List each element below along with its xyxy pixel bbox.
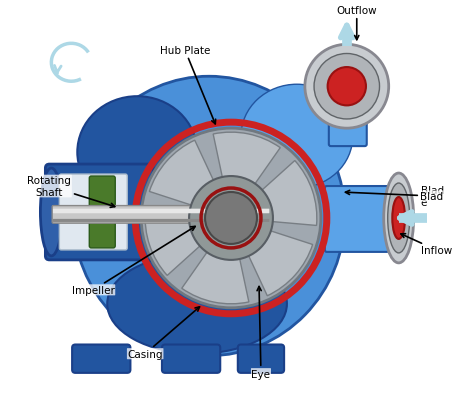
FancyBboxPatch shape xyxy=(52,206,270,224)
Circle shape xyxy=(189,176,273,260)
Ellipse shape xyxy=(107,254,287,354)
Text: Casing: Casing xyxy=(128,307,200,359)
Circle shape xyxy=(141,129,321,308)
FancyBboxPatch shape xyxy=(72,344,130,373)
Circle shape xyxy=(74,208,84,217)
Circle shape xyxy=(314,55,380,119)
Circle shape xyxy=(328,68,366,106)
Text: Eye: Eye xyxy=(251,287,271,379)
Circle shape xyxy=(66,208,76,217)
FancyBboxPatch shape xyxy=(89,176,115,248)
Wedge shape xyxy=(145,211,212,276)
Circle shape xyxy=(305,45,389,129)
Wedge shape xyxy=(182,240,249,304)
Ellipse shape xyxy=(73,77,345,356)
Ellipse shape xyxy=(77,97,197,209)
Text: Rotating
Shaft: Rotating Shaft xyxy=(27,176,115,208)
Text: Inflow: Inflow xyxy=(401,234,452,255)
Wedge shape xyxy=(250,161,317,226)
FancyBboxPatch shape xyxy=(238,344,284,373)
Wedge shape xyxy=(149,141,220,211)
FancyBboxPatch shape xyxy=(59,174,127,250)
Text: Impeller: Impeller xyxy=(72,227,195,295)
Ellipse shape xyxy=(388,184,410,253)
Circle shape xyxy=(82,208,92,217)
Ellipse shape xyxy=(384,174,414,263)
Text: Blad: Blad xyxy=(420,192,443,202)
FancyBboxPatch shape xyxy=(329,103,367,147)
Ellipse shape xyxy=(392,198,405,239)
Text: Blad
e: Blad e xyxy=(346,186,444,207)
FancyBboxPatch shape xyxy=(162,344,220,373)
Wedge shape xyxy=(213,133,280,197)
FancyBboxPatch shape xyxy=(46,165,153,260)
Ellipse shape xyxy=(241,85,353,188)
FancyBboxPatch shape xyxy=(53,209,269,214)
FancyBboxPatch shape xyxy=(325,186,389,252)
FancyBboxPatch shape xyxy=(53,219,269,223)
Wedge shape xyxy=(242,227,313,296)
Circle shape xyxy=(205,192,257,244)
Text: Outflow: Outflow xyxy=(337,6,377,41)
Text: Hub Plate: Hub Plate xyxy=(160,46,216,125)
Ellipse shape xyxy=(40,169,63,256)
